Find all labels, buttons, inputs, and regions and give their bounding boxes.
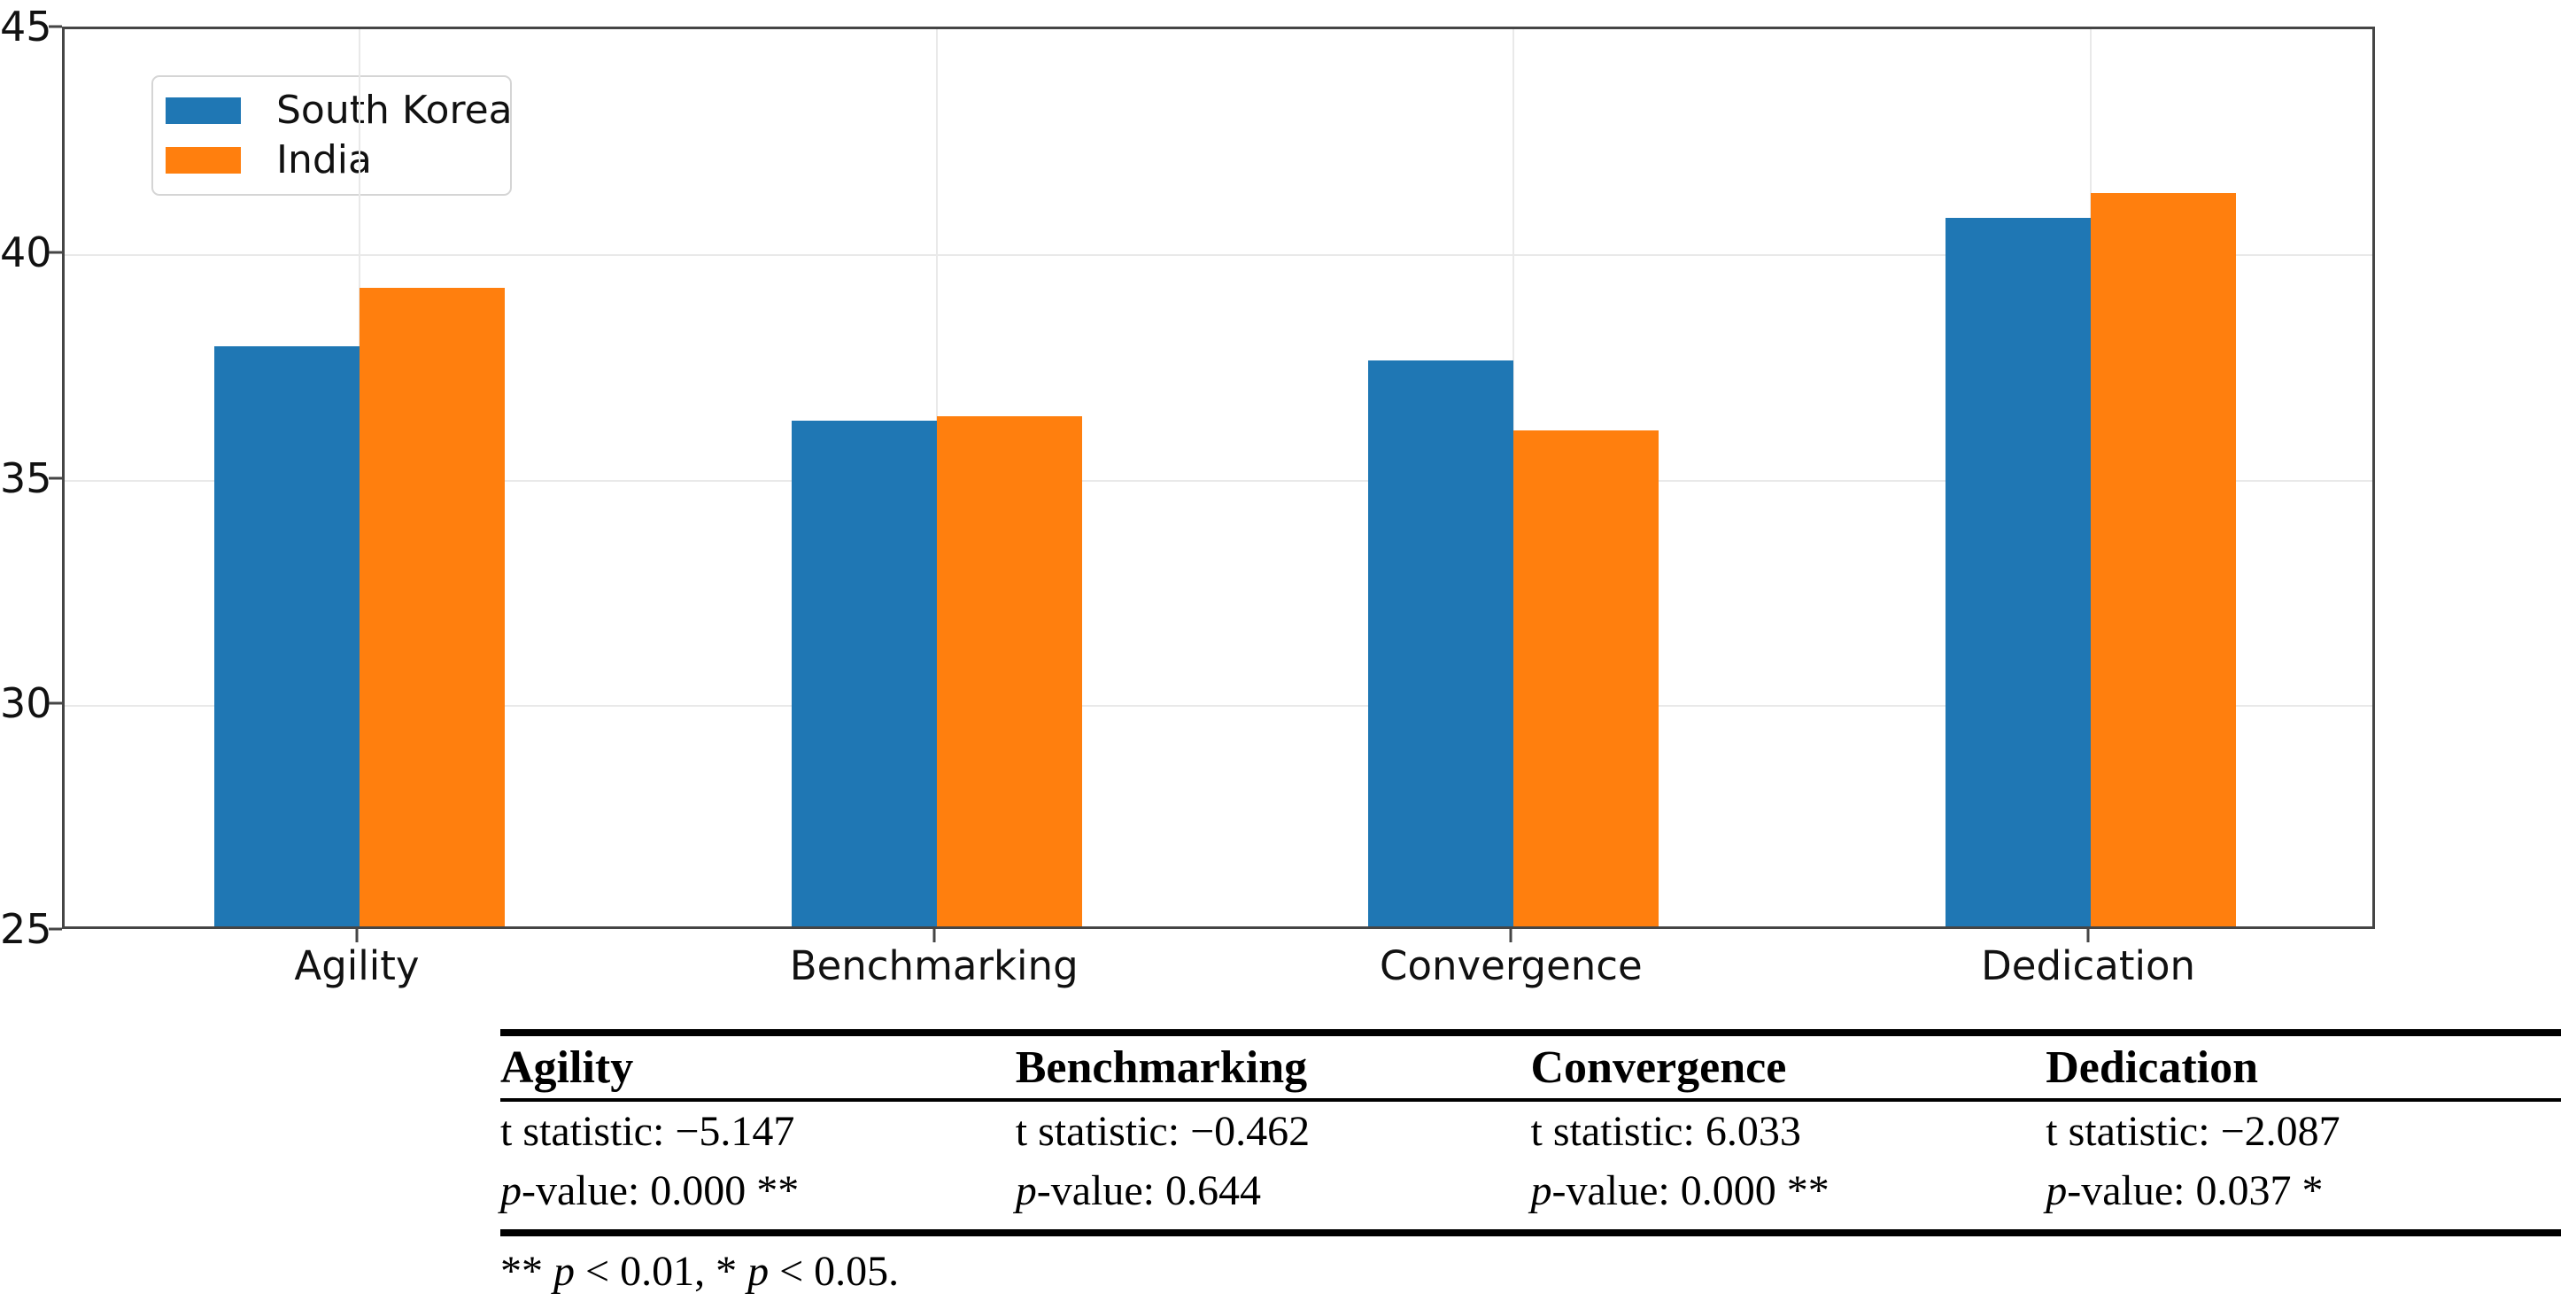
x-tick-label-dedication: Dedication bbox=[1981, 942, 2196, 989]
table-cell: t statistic: 6.033 bbox=[1530, 1108, 1801, 1155]
x-tick-label-convergence: Convergence bbox=[1380, 942, 1643, 989]
gridline-horizontal bbox=[65, 479, 2372, 482]
p-value-text: -value: 0.000 ** bbox=[522, 1167, 800, 1214]
bar-india-agility bbox=[360, 288, 505, 926]
footnote-text: ** bbox=[500, 1248, 553, 1295]
legend-swatch bbox=[166, 147, 241, 174]
table-cell: t statistic: −5.147 bbox=[500, 1108, 795, 1155]
p-value-text: -value: 0.037 * bbox=[2067, 1167, 2324, 1214]
y-tick-mark bbox=[49, 476, 62, 479]
table-header-cell: Benchmarking bbox=[1015, 1042, 1308, 1093]
table-cell: t statistic: −0.462 bbox=[1015, 1108, 1311, 1155]
y-tick-label: 30 bbox=[0, 679, 52, 728]
y-tick-mark bbox=[49, 701, 62, 705]
x-tick-mark bbox=[1509, 929, 1512, 942]
bar-south-korea-agility bbox=[214, 346, 360, 926]
p-symbol: p bbox=[500, 1167, 522, 1214]
table-footnote: ** p < 0.01, * p < 0.05. bbox=[500, 1247, 2561, 1296]
y-tick-mark bbox=[49, 25, 62, 28]
legend-item-south-korea: South Korea bbox=[153, 88, 513, 133]
x-tick-mark bbox=[2086, 929, 2090, 942]
bar-south-korea-convergence bbox=[1368, 360, 1514, 926]
table-cell: p-value: 0.037 * bbox=[2046, 1166, 2561, 1215]
footnote-text: < 0.05. bbox=[769, 1248, 900, 1295]
p-symbol: p bbox=[553, 1248, 575, 1295]
table-header-row: Agility Benchmarking Convergence Dedicat… bbox=[500, 1036, 2561, 1098]
y-tick-label: 25 bbox=[0, 905, 52, 953]
x-tick-mark bbox=[355, 929, 359, 942]
gridline-horizontal bbox=[65, 253, 2372, 256]
legend: South Korea India bbox=[151, 75, 513, 196]
x-tick-label-benchmarking: Benchmarking bbox=[789, 942, 1079, 989]
p-symbol: p bbox=[1015, 1167, 1037, 1214]
stats-table: Agility Benchmarking Convergence Dedicat… bbox=[500, 1029, 2561, 1296]
p-symbol: p bbox=[2046, 1167, 2068, 1214]
bar-india-convergence bbox=[1513, 430, 1659, 926]
table-header-cell: Convergence bbox=[1530, 1042, 1787, 1093]
bar-south-korea-dedication bbox=[1946, 218, 2092, 926]
legend-label: South Korea bbox=[276, 88, 513, 133]
table-tstat-row: t statistic: −5.147 t statistic: −0.462 … bbox=[500, 1102, 2561, 1161]
legend-label: India bbox=[276, 137, 372, 182]
y-tick-label: 35 bbox=[0, 453, 52, 502]
table-rule-top bbox=[500, 1029, 2561, 1036]
footnote-text: < 0.01, * bbox=[575, 1248, 748, 1295]
bar-south-korea-benchmarking bbox=[791, 421, 937, 926]
p-symbol: p bbox=[1530, 1167, 1552, 1214]
table-rule-bottom bbox=[500, 1229, 2561, 1236]
p-value-text: -value: 0.644 bbox=[1036, 1167, 1262, 1214]
y-tick-label: 40 bbox=[0, 228, 52, 276]
p-value-text: -value: 0.000 ** bbox=[1551, 1167, 1830, 1214]
bar-india-dedication bbox=[2091, 193, 2237, 926]
table-cell: t statistic: −2.087 bbox=[2046, 1108, 2340, 1155]
y-tick-label: 45 bbox=[0, 3, 52, 50]
table-cell: p-value: 0.000 ** bbox=[500, 1166, 1016, 1215]
table-pvalue-row: p-value: 0.000 ** p-value: 0.644 p-value… bbox=[500, 1161, 2561, 1220]
table-rule-mid bbox=[500, 1098, 2561, 1102]
y-tick-mark bbox=[49, 927, 62, 931]
table-cell: p-value: 0.644 bbox=[1016, 1166, 1531, 1215]
table-cell: p-value: 0.000 ** bbox=[1531, 1166, 2046, 1215]
legend-swatch bbox=[166, 97, 241, 124]
x-tick-label-agility: Agility bbox=[294, 942, 420, 989]
x-tick-mark bbox=[932, 929, 936, 942]
table-spacer bbox=[500, 1220, 2561, 1229]
legend-item-india: India bbox=[153, 139, 510, 182]
table-header-cell: Agility bbox=[500, 1042, 634, 1093]
p-symbol: p bbox=[747, 1248, 770, 1295]
plot-area: South Korea India bbox=[62, 27, 2375, 929]
y-tick-mark bbox=[49, 251, 62, 254]
gridline-horizontal bbox=[65, 705, 2372, 708]
bar-india-benchmarking bbox=[936, 416, 1082, 926]
table-header-cell: Dedication bbox=[2046, 1042, 2259, 1093]
